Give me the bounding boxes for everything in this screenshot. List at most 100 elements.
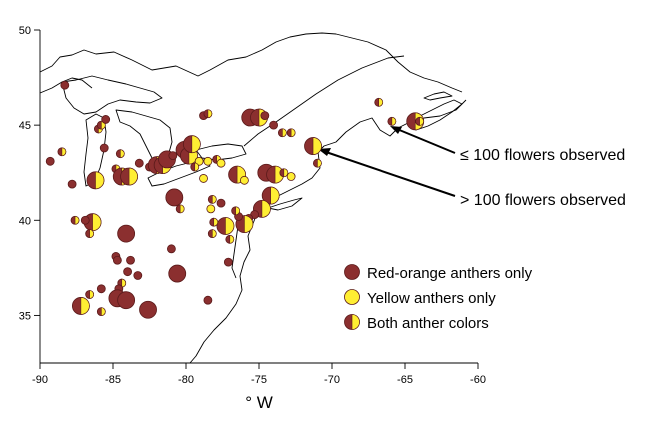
site-marker xyxy=(168,151,178,160)
site-marker xyxy=(312,158,322,168)
site-marker-disc xyxy=(206,204,216,214)
x-tick-label: -70 xyxy=(324,374,340,386)
site-marker-disc xyxy=(199,174,208,183)
site-marker-yellow-half xyxy=(92,213,102,231)
site-marker xyxy=(117,291,136,310)
site-marker-disc xyxy=(67,179,77,189)
site-marker xyxy=(203,156,213,166)
site-marker-yellow-half xyxy=(128,167,138,186)
atlantic-coast xyxy=(189,99,467,364)
site-marker xyxy=(277,128,287,138)
site-marker-disc xyxy=(239,175,249,185)
site-marker-disc xyxy=(260,111,270,121)
x-tick-label: -75 xyxy=(251,374,267,386)
site-marker xyxy=(101,115,111,124)
site-marker-yellow-half xyxy=(317,158,322,168)
site-marker-yellow-half xyxy=(419,117,424,126)
site-marker-disc xyxy=(99,143,109,153)
site-marker xyxy=(207,229,217,239)
coastline-lower-left xyxy=(39,77,93,94)
site-marker-disc xyxy=(286,172,296,181)
site-marker-disc xyxy=(269,120,279,130)
site-marker-yellow-half xyxy=(290,128,296,138)
x-tick-label: -85 xyxy=(105,374,121,386)
site-marker xyxy=(182,135,201,154)
legend-label-yellow: Yellow anthers only xyxy=(367,290,496,307)
arrow-large-line xyxy=(325,151,456,197)
site-marker-disc xyxy=(123,267,132,277)
site-marker xyxy=(85,229,95,239)
site-marker-yellow-half xyxy=(391,117,397,126)
site-marker xyxy=(216,198,226,208)
site-marker-yellow-half xyxy=(80,297,90,315)
site-marker-yellow-half xyxy=(282,128,287,138)
site-marker-yellow-half xyxy=(61,147,67,157)
y-tick-label: 50 xyxy=(19,25,31,37)
site-marker-disc xyxy=(80,215,90,225)
site-marker-disc xyxy=(133,271,143,280)
x-tick-label: -65 xyxy=(397,374,413,386)
site-marker xyxy=(203,109,213,119)
site-marker-yellow-half xyxy=(312,137,322,155)
site-marker xyxy=(99,143,109,153)
site-marker xyxy=(123,267,132,277)
site-marker xyxy=(71,297,90,315)
annotation-arrows xyxy=(318,126,456,197)
site-marker-disc xyxy=(203,156,213,166)
prince-edward-island xyxy=(423,91,453,101)
site-marker xyxy=(134,158,144,168)
arrow-large-head xyxy=(318,148,331,156)
site-marker xyxy=(231,206,241,216)
x-axis-ticks: -90 -85 -80 -75 -70 -65 -60 xyxy=(32,363,486,386)
site-marker xyxy=(133,271,143,280)
site-marker-disc xyxy=(203,295,213,305)
annotation-small-flowers: ≤ 100 flowers observed xyxy=(460,147,625,164)
site-marker-yellow-half xyxy=(283,168,289,178)
site-marker xyxy=(86,171,105,190)
arrow-small-head xyxy=(390,126,402,134)
site-marker-disc xyxy=(216,158,226,168)
legend-swatch-both xyxy=(344,314,360,330)
site-marker xyxy=(45,156,55,166)
site-marker-yellow-half xyxy=(213,217,219,227)
site-marker xyxy=(225,234,235,244)
site-marker xyxy=(85,290,95,299)
long-island xyxy=(267,197,303,211)
y-axis-ticks: 35 40 45 50 xyxy=(19,25,40,322)
site-marker-yellow-half xyxy=(244,215,254,233)
site-marker xyxy=(261,186,280,205)
site-marker xyxy=(139,300,157,319)
chesapeake xyxy=(231,225,239,279)
site-marker-yellow-half xyxy=(235,206,240,216)
site-marker xyxy=(209,217,219,227)
site-marker xyxy=(57,147,67,157)
site-marker xyxy=(117,224,136,243)
site-marker xyxy=(80,215,90,225)
site-marker xyxy=(387,116,397,126)
site-marker-disc xyxy=(139,300,157,319)
site-marker-yellow-half xyxy=(211,229,217,238)
y-tick-label: 40 xyxy=(19,215,31,227)
site-marker-disc xyxy=(216,198,226,208)
site-marker xyxy=(374,97,384,107)
site-marker-yellow-half xyxy=(89,229,94,238)
site-marker-yellow-half xyxy=(95,171,105,190)
site-marker-yellow-half xyxy=(89,290,94,299)
site-marker xyxy=(203,295,213,305)
st-lawrence xyxy=(243,55,405,147)
site-marker-disc xyxy=(117,224,136,243)
site-marker-yellow-half xyxy=(101,307,106,316)
legend-swatch-yellow xyxy=(344,289,360,305)
legend-swatches xyxy=(344,264,360,330)
y-tick-label: 35 xyxy=(19,310,31,322)
site-marker xyxy=(207,194,217,204)
legend-swatch-red-disc xyxy=(344,264,360,280)
site-marker xyxy=(175,204,185,214)
site-marker xyxy=(96,284,106,294)
site-marker xyxy=(286,128,296,138)
x-tick-label: -80 xyxy=(178,374,194,386)
legend-swatch-yellow-disc xyxy=(344,289,360,305)
site-marker-disc xyxy=(166,244,176,254)
lake-superior xyxy=(61,75,163,115)
y-tick-label: 45 xyxy=(19,120,31,132)
